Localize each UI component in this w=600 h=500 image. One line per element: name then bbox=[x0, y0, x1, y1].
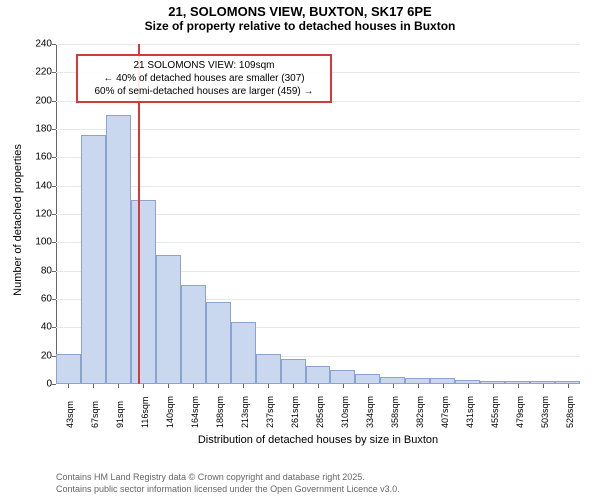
gridline bbox=[56, 186, 580, 187]
histogram-bar bbox=[106, 115, 131, 384]
histogram-bar bbox=[206, 302, 231, 384]
histogram-bar bbox=[355, 374, 380, 384]
y-tick-label: 240 bbox=[28, 39, 52, 50]
y-tick-label: 160 bbox=[28, 152, 52, 163]
x-tick-label: 503sqm bbox=[540, 396, 550, 428]
footer-line1: Contains HM Land Registry data © Crown c… bbox=[56, 472, 400, 484]
gridline bbox=[56, 157, 580, 158]
x-tick-label: 213sqm bbox=[240, 396, 250, 428]
x-tick-label: 237sqm bbox=[265, 396, 275, 428]
x-tick-label: 455sqm bbox=[490, 396, 500, 428]
x-axis-label: Distribution of detached houses by size … bbox=[56, 434, 580, 446]
y-tick-label: 100 bbox=[28, 237, 52, 248]
x-tick-label: 91sqm bbox=[115, 401, 125, 428]
x-tick-label: 164sqm bbox=[190, 396, 200, 428]
x-tick-label: 334sqm bbox=[365, 396, 375, 428]
histogram-bar bbox=[181, 285, 206, 384]
gridline bbox=[56, 44, 580, 45]
histogram-bar bbox=[131, 200, 156, 384]
x-tick-label: 431sqm bbox=[465, 396, 475, 428]
y-tick-label: 200 bbox=[28, 95, 52, 106]
footer: Contains HM Land Registry data © Crown c… bbox=[56, 472, 400, 495]
x-tick-label: 407sqm bbox=[440, 396, 450, 428]
histogram-bar bbox=[380, 377, 405, 384]
x-tick-label: 140sqm bbox=[165, 396, 175, 428]
marker-annotation: 21 SOLOMONS VIEW: 109sqm ← 40% of detach… bbox=[76, 54, 332, 103]
histogram-bar bbox=[156, 255, 181, 384]
y-tick-label: 120 bbox=[28, 209, 52, 220]
annotation-line3: 60% of semi-detached houses are larger (… bbox=[84, 85, 324, 98]
x-tick-label: 43sqm bbox=[65, 401, 75, 428]
y-tick-label: 0 bbox=[28, 379, 52, 390]
histogram-bar bbox=[330, 370, 355, 384]
histogram-bar bbox=[56, 354, 81, 384]
y-tick-label: 80 bbox=[28, 265, 52, 276]
x-tick-label: 310sqm bbox=[340, 396, 350, 428]
histogram-bar bbox=[281, 359, 306, 385]
y-tick-label: 220 bbox=[28, 67, 52, 78]
gridline bbox=[56, 129, 580, 130]
x-tick-label: 285sqm bbox=[315, 396, 325, 428]
x-tick-label: 261sqm bbox=[290, 396, 300, 428]
y-tick-label: 60 bbox=[28, 294, 52, 305]
x-tick-label: 188sqm bbox=[215, 396, 225, 428]
annotation-line2: ← 40% of detached houses are smaller (30… bbox=[84, 72, 324, 85]
histogram-bar bbox=[81, 135, 106, 384]
histogram-bar bbox=[306, 366, 331, 384]
x-tick-label: 358sqm bbox=[390, 396, 400, 428]
x-tick-label: 479sqm bbox=[515, 396, 525, 428]
y-tick-label: 180 bbox=[28, 124, 52, 135]
x-tick-label: 116sqm bbox=[140, 397, 150, 428]
chart-title: 21, SOLOMONS VIEW, BUXTON, SK17 6PE bbox=[0, 0, 600, 19]
y-tick-label: 140 bbox=[28, 180, 52, 191]
annotation-line1: 21 SOLOMONS VIEW: 109sqm bbox=[84, 59, 324, 72]
y-axis-label: Number of detached properties bbox=[12, 130, 24, 310]
x-tick-label: 67sqm bbox=[90, 401, 100, 428]
x-tick-label: 382sqm bbox=[415, 396, 425, 428]
chart-container: 21, SOLOMONS VIEW, BUXTON, SK17 6PE Size… bbox=[0, 0, 600, 500]
chart-subtitle: Size of property relative to detached ho… bbox=[0, 19, 600, 33]
y-tick-label: 40 bbox=[28, 322, 52, 333]
x-tick-label: 528sqm bbox=[565, 396, 575, 428]
histogram-bar bbox=[256, 354, 281, 384]
y-tick-label: 20 bbox=[28, 350, 52, 361]
footer-line2: Contains public sector information licen… bbox=[56, 484, 400, 496]
histogram-bar bbox=[231, 322, 256, 384]
